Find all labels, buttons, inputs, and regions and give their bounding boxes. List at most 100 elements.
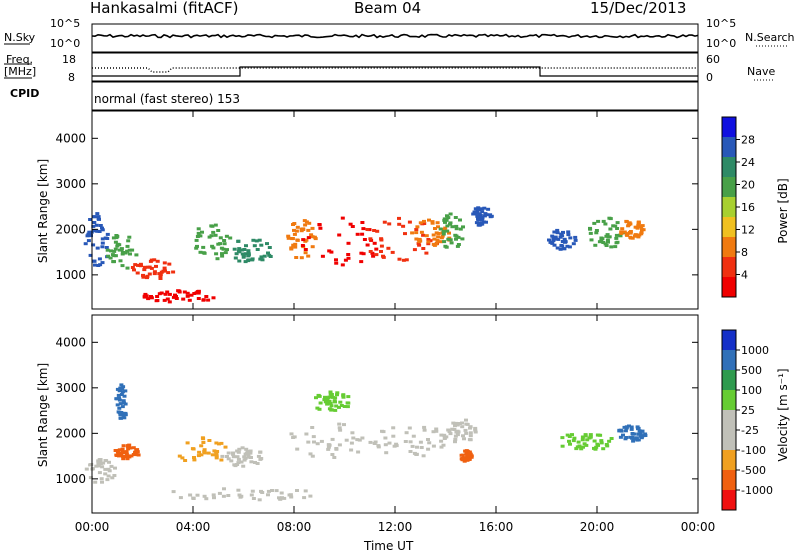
- heatmap-cell: [561, 230, 565, 234]
- heatmap-cell: [380, 429, 384, 433]
- heatmap-cell: [450, 225, 455, 229]
- heatmap-cell: [141, 275, 146, 279]
- heatmap-cell: [309, 233, 314, 237]
- heatmap-cell: [120, 264, 125, 268]
- heatmap-cell: [462, 437, 466, 441]
- x-tick-label: 04:00: [176, 520, 211, 534]
- heatmap-cell: [581, 445, 585, 449]
- heatmap-cell: [88, 253, 93, 257]
- heatmap-cell: [133, 263, 138, 267]
- heatmap-cell: [222, 487, 226, 491]
- heatmap-cell: [397, 222, 402, 226]
- power-colorbar-swatch: [722, 217, 736, 238]
- heatmap-cell: [448, 212, 453, 216]
- heatmap-cell: [397, 216, 401, 220]
- velocity-colorbar-swatch: [722, 490, 736, 511]
- heatmap-cell: [226, 494, 231, 497]
- heatmap-cell: [330, 453, 335, 456]
- heatmap-cell: [117, 454, 121, 458]
- heatmap-cell: [328, 392, 333, 396]
- heatmap-cell: [116, 410, 121, 414]
- heatmap-cell: [317, 394, 322, 398]
- heatmap-cell: [121, 385, 126, 389]
- heatmap-cell: [453, 216, 458, 219]
- heatmap-cell: [467, 453, 472, 456]
- heatmap-cell: [119, 416, 123, 420]
- heatmap-cell: [459, 457, 464, 461]
- heatmap-cell: [618, 428, 623, 432]
- heatmap-cell: [604, 234, 609, 238]
- heatmap-cell: [125, 244, 130, 248]
- heatmap-cell: [424, 251, 429, 255]
- heatmap-cell: [592, 221, 597, 225]
- power-colorbar-swatch: [722, 237, 736, 258]
- heatmap-cell: [192, 456, 196, 459]
- heatmap-cell: [229, 459, 234, 463]
- power-colorbar-swatch: [722, 257, 736, 278]
- heatmap-cell: [209, 234, 214, 238]
- heatmap-cell: [218, 236, 223, 240]
- heatmap-cell: [196, 454, 201, 458]
- heatmap-cell: [576, 440, 581, 444]
- heatmap-cell: [440, 234, 445, 238]
- heatmap-cell: [559, 232, 564, 236]
- heatmap-cell: [368, 237, 373, 241]
- heatmap-cell: [225, 248, 229, 252]
- heatmap-cell: [185, 294, 190, 298]
- heatmap-cell: [456, 243, 461, 246]
- heatmap-cell: [200, 436, 205, 440]
- heatmap-cell: [567, 245, 572, 249]
- heatmap-cell: [236, 488, 241, 492]
- heatmap-cell: [212, 496, 216, 500]
- heatmap-cell: [91, 243, 96, 247]
- heatmap-cell: [236, 457, 241, 461]
- heatmap-cell: [220, 454, 225, 458]
- heatmap-cell: [422, 219, 426, 223]
- heatmap-cell: [607, 439, 612, 443]
- heatmap-cell: [629, 427, 634, 431]
- heatmap-cell: [245, 449, 250, 453]
- heatmap-cell: [359, 251, 364, 255]
- heatmap-cell: [383, 436, 388, 440]
- heatmap-cell: [289, 495, 294, 499]
- heatmap-cell: [211, 296, 216, 300]
- heatmap-cell: [249, 493, 254, 497]
- heatmap-cell: [301, 228, 306, 231]
- heatmap-cell: [100, 480, 104, 484]
- heatmap-cell: [382, 220, 387, 224]
- heatmap-cell: [120, 390, 125, 394]
- heatmap-cell: [104, 246, 109, 249]
- heatmap-cell: [567, 435, 572, 438]
- heatmap-cell: [103, 467, 108, 471]
- heatmap-cell: [474, 221, 479, 225]
- heatmap-cell: [628, 435, 633, 439]
- heatmap-cell: [244, 451, 249, 455]
- heatmap-cell: [187, 298, 192, 302]
- heatmap-cell: [141, 273, 145, 277]
- heatmap-cell: [157, 272, 162, 276]
- velocity-ylabel: Slant Range [km]: [36, 362, 50, 468]
- heatmap-cell: [552, 230, 557, 234]
- heatmap-cell: [361, 227, 366, 231]
- heatmap-cell: [147, 265, 152, 269]
- heatmap-cell: [637, 429, 642, 433]
- nsearch-tick-high: 10^5: [706, 17, 737, 30]
- heatmap-cell: [601, 219, 606, 223]
- heatmap-cell: [304, 238, 309, 242]
- velocity-panel: 4000 3000 2000 1000: [55, 314, 699, 514]
- heatmap-cell: [567, 439, 571, 443]
- heatmap-cell: [421, 454, 426, 458]
- heatmap-cell: [332, 456, 337, 459]
- heatmap-cell: [145, 274, 150, 278]
- heatmap-cell: [443, 244, 448, 248]
- heatmap-cell: [96, 464, 101, 468]
- heatmap-cell: [443, 226, 448, 230]
- heatmap-cell: [598, 433, 603, 437]
- heatmap-cell: [483, 212, 488, 216]
- heatmap-cell: [604, 443, 609, 446]
- heatmap-cell: [636, 438, 641, 442]
- heatmap-cell: [118, 386, 123, 390]
- heatmap-cell: [130, 248, 135, 252]
- heatmap-cell: [445, 224, 450, 228]
- heatmap-cell: [615, 227, 620, 230]
